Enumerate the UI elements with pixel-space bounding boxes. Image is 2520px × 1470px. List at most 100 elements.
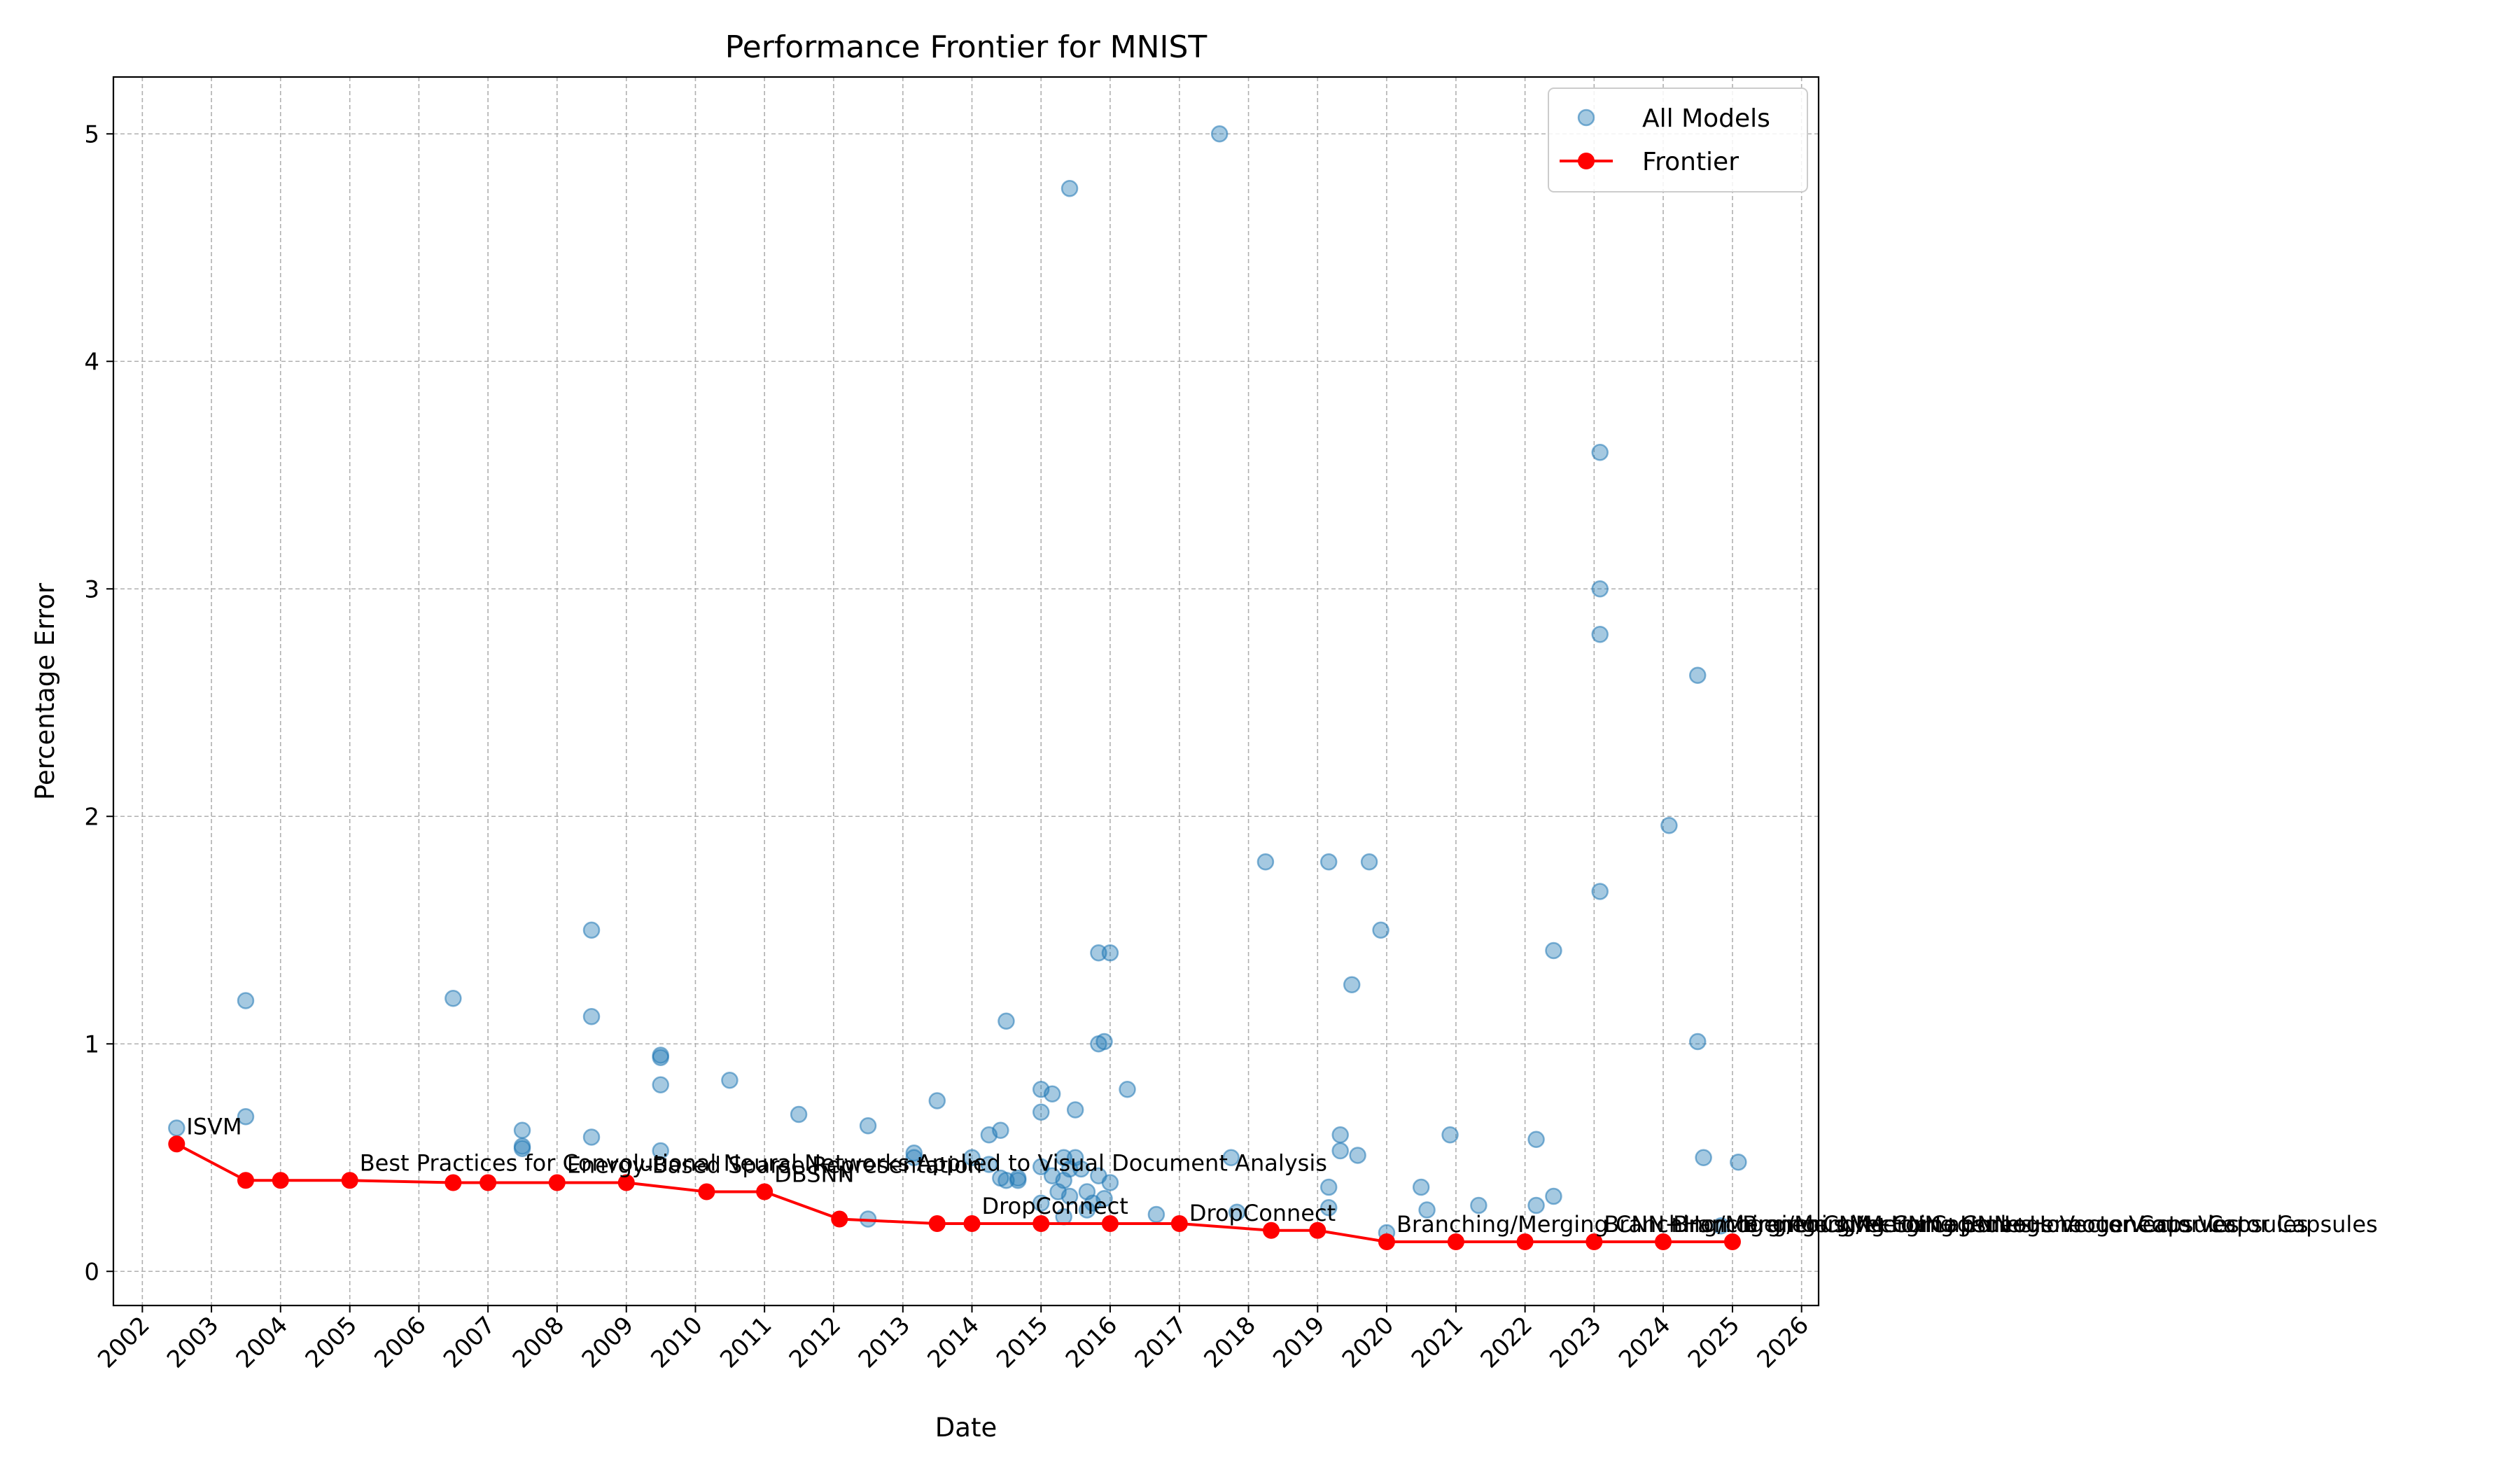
y-axis-ticks: 0 1 2 3 4 5	[84, 120, 113, 1286]
all-models-point	[905, 1144, 923, 1162]
frontier-point	[1378, 1233, 1395, 1250]
all-models-point	[1331, 1126, 1349, 1144]
y-tick-label: 1	[84, 1030, 99, 1058]
all-models-point	[652, 1142, 669, 1160]
all-models-point	[1320, 853, 1338, 871]
all-models-point	[1320, 1178, 1338, 1196]
all-models-point	[1119, 1081, 1136, 1098]
frontier-annotation: Branching/Merging CNN+Homogeneous Vector…	[1396, 1211, 2032, 1238]
all-models-point	[1147, 1205, 1166, 1224]
all-models-point	[1591, 626, 1609, 643]
frontier-point	[1032, 1215, 1050, 1232]
frontier-point	[963, 1215, 981, 1232]
all-models-point	[1660, 817, 1678, 834]
all-models-point	[237, 1108, 255, 1126]
chart-title: Performance Frontier for MNIST	[725, 29, 1208, 65]
all-models-point	[1591, 580, 1609, 598]
frontier-point	[1586, 1233, 1603, 1250]
all-models-point	[1418, 1201, 1436, 1219]
all-models-point	[1343, 976, 1361, 993]
y-tick-label: 5	[84, 120, 99, 148]
frontier-point	[237, 1172, 255, 1189]
all-models-point	[1032, 1194, 1050, 1212]
all-models-point	[1441, 1126, 1459, 1144]
frontier-annotation: Best Practices for Convolutional Neural …	[360, 1149, 1327, 1176]
all-models-point	[1256, 853, 1275, 871]
all-models-point	[1060, 1187, 1079, 1205]
legend: All Models Frontier	[1548, 88, 1808, 192]
frontier-point	[698, 1183, 715, 1200]
all-models-point	[1096, 1032, 1113, 1051]
all-models-point	[1320, 1199, 1338, 1217]
all-models-points	[168, 125, 1747, 1242]
all-models-point	[513, 1138, 531, 1155]
frontier-point	[444, 1174, 462, 1191]
grid	[113, 77, 1819, 1306]
all-models-point	[1331, 1142, 1349, 1160]
frontier-annotation: DropConnect	[1189, 1200, 1336, 1226]
y-tick-label: 0	[84, 1258, 99, 1286]
all-models-point	[1412, 1178, 1430, 1196]
all-models-point	[513, 1121, 531, 1139]
all-models-point	[1060, 180, 1079, 197]
all-models-point	[1090, 944, 1107, 962]
all-models-point	[1360, 853, 1378, 871]
legend-box	[1548, 88, 1808, 192]
all-models-point	[1688, 666, 1707, 684]
all-models-point	[1527, 1130, 1545, 1148]
all-models-point	[1688, 1032, 1707, 1051]
all-models-point	[905, 1149, 923, 1166]
frontier-annotation: Branching/Merging CNN+Homogeneous Vector…	[1673, 1211, 2309, 1238]
frontier-annotation: Branching/Merging CNN+Homogeneous Vector…	[1742, 1211, 2378, 1238]
all-models-point	[1372, 921, 1390, 939]
all-models-point	[1470, 1196, 1488, 1214]
frontier-point	[548, 1174, 566, 1191]
frontier-point	[1447, 1233, 1464, 1250]
all-models-point	[963, 1149, 981, 1166]
x-axis-label: Date	[935, 1413, 997, 1443]
all-models-point	[652, 1049, 669, 1066]
all-models-point	[168, 1119, 186, 1137]
annotations: ISVM Best Practices for Convolutional Neu…	[186, 1113, 2377, 1238]
all-models-point	[1730, 1154, 1747, 1171]
frontier-point	[617, 1174, 635, 1191]
all-models-point	[237, 992, 255, 1009]
all-models-point	[1591, 444, 1609, 461]
all-models-point	[1101, 1174, 1119, 1191]
frontier-point	[928, 1215, 946, 1232]
frontier-point	[1309, 1222, 1326, 1239]
all-models-point	[582, 1128, 601, 1146]
all-models-point	[859, 1117, 877, 1135]
all-models-point	[1032, 1103, 1050, 1121]
all-models-point	[980, 1156, 998, 1173]
frontier-point	[1263, 1222, 1280, 1239]
legend-all-models-marker	[1577, 108, 1595, 127]
frontier-series	[168, 1135, 1741, 1250]
frontier-point	[831, 1210, 848, 1228]
all-models-point	[1591, 883, 1609, 900]
all-models-point	[444, 990, 462, 1007]
frontier-annotation: Energy-Based Sparse Representation	[567, 1152, 982, 1179]
frontier-point	[1723, 1233, 1741, 1250]
legend-all-models-label: All Models	[1642, 104, 1770, 133]
frontier-point	[1101, 1215, 1119, 1232]
frontier-point	[168, 1135, 186, 1153]
legend-frontier-marker	[1578, 153, 1595, 169]
all-models-point	[1349, 1147, 1366, 1164]
all-models-point	[1222, 1149, 1240, 1166]
legend-frontier-label: Frontier	[1642, 148, 1739, 176]
frontier-point	[341, 1172, 358, 1189]
all-models-point	[1072, 1160, 1090, 1178]
all-models-point	[1043, 1085, 1061, 1102]
all-models-point	[1101, 944, 1119, 962]
y-axis-label: Percentage Error	[30, 582, 60, 800]
all-models-point	[790, 1105, 808, 1124]
y-tick-label: 4	[84, 348, 99, 376]
all-models-point	[1096, 1190, 1113, 1208]
all-models-point	[997, 1012, 1015, 1030]
frontier-line	[176, 1142, 1732, 1243]
frontier-annotation: DropConnect	[982, 1193, 1128, 1219]
all-models-point	[1228, 1203, 1246, 1221]
frontier-point	[479, 1174, 497, 1191]
all-models-point	[1210, 125, 1228, 143]
